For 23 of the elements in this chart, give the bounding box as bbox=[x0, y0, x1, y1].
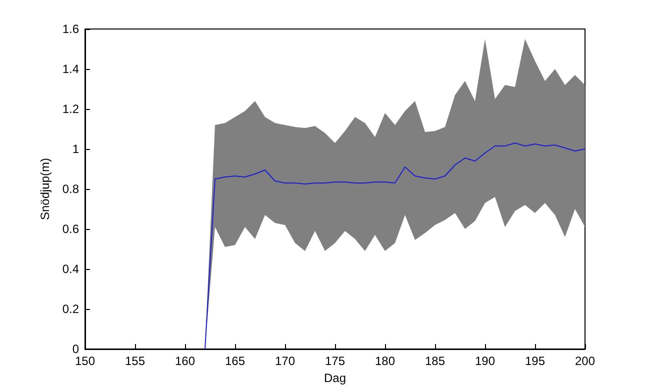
x-tick-label: 155 bbox=[124, 354, 146, 368]
x-tick-label: 190 bbox=[474, 354, 496, 368]
line-series bbox=[204, 142, 586, 350]
y-axis-title: Snödjup(m) bbox=[38, 158, 52, 220]
x-tick-label: 175 bbox=[324, 354, 346, 368]
y-tick-label: 1.4 bbox=[62, 62, 80, 76]
x-tick-label: 200 bbox=[574, 354, 596, 368]
x-tick-label: 150 bbox=[74, 354, 96, 368]
x-tick-label: 180 bbox=[374, 354, 396, 368]
x-axis-title: Dag bbox=[324, 370, 346, 385]
y-tick-label: 0.2 bbox=[62, 302, 80, 316]
x-tick-label: 195 bbox=[524, 354, 546, 368]
y-tick-label: 0.8 bbox=[62, 182, 80, 196]
y-tick-label: 1.2 bbox=[62, 102, 80, 116]
y-tick-label: 1.6 bbox=[62, 22, 80, 36]
y-tick-label: 0.4 bbox=[62, 262, 80, 276]
y-tick-label: 0.6 bbox=[62, 222, 80, 236]
y-tick-label: 1 bbox=[72, 142, 80, 156]
x-tick-label: 170 bbox=[274, 354, 296, 368]
x-tick-label: 165 bbox=[224, 354, 246, 368]
y-tick-label: 0 bbox=[72, 342, 80, 356]
x-tick-label: 185 bbox=[424, 354, 446, 368]
x-tick-label: 160 bbox=[174, 354, 196, 368]
